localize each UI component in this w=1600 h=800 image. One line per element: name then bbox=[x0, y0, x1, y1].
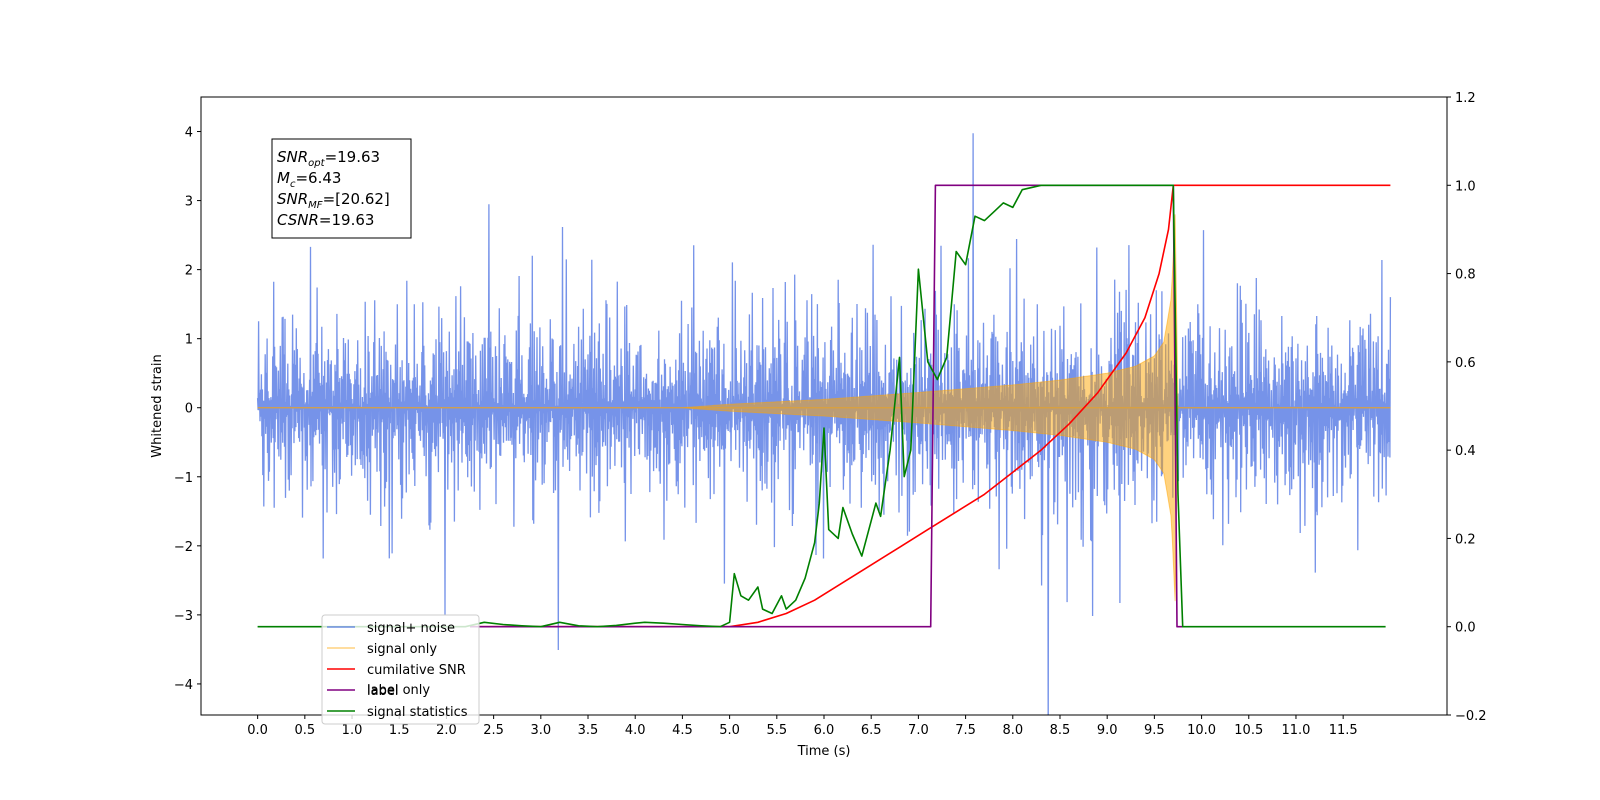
cumulative-snr-line bbox=[470, 184, 1391, 628]
x-tick-label: 3.0 bbox=[530, 723, 551, 738]
y-left-tick-label: −1 bbox=[174, 471, 193, 486]
x-tick-label: 11.5 bbox=[1329, 723, 1358, 738]
y-left-tick-label: 2 bbox=[185, 264, 193, 279]
annotation-line: SNRopt=19.63 bbox=[277, 148, 380, 169]
annotation-value: =19.63 bbox=[325, 148, 381, 166]
y-right-tick-label: 0.0 bbox=[1455, 621, 1476, 636]
annotation-symbol: CSNR bbox=[277, 211, 319, 229]
annotation-subscript: MF bbox=[308, 200, 323, 211]
annotation-subscript: c bbox=[290, 179, 296, 190]
y-left-tick-label: −2 bbox=[174, 540, 193, 555]
y-left-tick-label: 3 bbox=[185, 195, 193, 210]
legend-label: cumilative SNR bbox=[367, 663, 466, 678]
legend-frame bbox=[321, 614, 480, 725]
x-tick-label: 8.5 bbox=[1050, 723, 1071, 738]
y-right-tick-label: 0.6 bbox=[1455, 356, 1476, 371]
y-left-tick-label: −4 bbox=[174, 678, 193, 693]
legend-label: signal+ noise bbox=[367, 621, 455, 636]
y-right-tick-label: −0.2 bbox=[1455, 709, 1487, 724]
annotation-value: =19.63 bbox=[319, 211, 375, 229]
legend-ghost-text: label only bbox=[367, 683, 430, 698]
x-tick-label: 1.5 bbox=[389, 723, 410, 738]
annotation-subscript: opt bbox=[308, 158, 325, 169]
y-right-tick-label: 0.4 bbox=[1455, 444, 1476, 459]
x-tick-label: 0.0 bbox=[247, 723, 268, 738]
annotation-symbol: SNR bbox=[277, 148, 308, 166]
y-axis-right: −0.2 0.0 0.2 0.4 0.6 0.8 1.0 1.2 bbox=[1447, 91, 1487, 724]
y-left-tick-label: 1 bbox=[185, 333, 193, 348]
y-axis-label: Whitened strain bbox=[150, 354, 165, 457]
x-tick-label: 10.5 bbox=[1234, 723, 1263, 738]
y-right-tick-label: 1.0 bbox=[1455, 179, 1476, 194]
annotation-line: SNRMF=[20.62] bbox=[277, 190, 390, 211]
annotation-line: Mc=6.43 bbox=[277, 169, 341, 190]
annotation-value: =6.43 bbox=[295, 169, 341, 187]
x-tick-label: 10.0 bbox=[1187, 723, 1216, 738]
x-tick-label: 0.5 bbox=[294, 723, 315, 738]
y-left-tick-label: 4 bbox=[185, 126, 193, 141]
y-left-tick-label: −3 bbox=[174, 609, 193, 624]
x-tick-label: 2.5 bbox=[483, 723, 504, 738]
x-tick-label: 5.0 bbox=[719, 723, 740, 738]
legend-label: signal statistics bbox=[367, 705, 468, 720]
signal-statistics-line bbox=[257, 184, 1386, 628]
legend: label only signal+ noise signal only cumila… bbox=[321, 614, 480, 725]
x-tick-label: 3.5 bbox=[578, 723, 599, 738]
x-tick-label: 5.5 bbox=[766, 723, 787, 738]
annotation-symbol: M bbox=[277, 169, 290, 187]
annotation-symbol: SNR bbox=[277, 190, 308, 208]
legend-label: signal only bbox=[367, 642, 437, 657]
x-axis-label: Time (s) bbox=[797, 744, 851, 759]
y-right-tick-label: 0.2 bbox=[1455, 532, 1476, 547]
x-tick-label: 2.0 bbox=[436, 723, 457, 738]
annotation-frame bbox=[271, 138, 412, 239]
y-axis-left: −4 −3 −2 −1 0 1 2 3 4 bbox=[174, 126, 201, 693]
y-left-tick-label: 0 bbox=[185, 402, 193, 417]
x-tick-label: 1.0 bbox=[342, 723, 363, 738]
x-tick-label: 6.0 bbox=[814, 723, 835, 738]
x-tick-label: 4.5 bbox=[672, 723, 693, 738]
x-tick-label: 9.5 bbox=[1144, 723, 1165, 738]
series-layer bbox=[256, 133, 1392, 715]
y-right-tick-label: 0.8 bbox=[1455, 268, 1476, 283]
x-axis: 0.0 0.5 1.0 1.5 2.0 2.5 3.0 3.5 4.0 4.5 5.0 5.5 6.0 6… bbox=[247, 715, 1358, 738]
y-right-tick-label: 1.2 bbox=[1455, 91, 1476, 106]
annotation-value: =[20.62] bbox=[323, 190, 390, 208]
x-tick-label: 9.0 bbox=[1097, 723, 1118, 738]
legend-label: label bbox=[367, 684, 398, 699]
x-tick-label: 11.0 bbox=[1281, 723, 1310, 738]
x-tick-label: 8.0 bbox=[1002, 723, 1023, 738]
x-tick-label: 4.0 bbox=[625, 723, 646, 738]
x-tick-label: 7.5 bbox=[955, 723, 976, 738]
x-tick-label: 6.5 bbox=[861, 723, 882, 738]
snr-annotation-box: SNRopt=19.63Mc=6.43SNRMF=[20.62]CSNR=19.… bbox=[271, 138, 412, 239]
annotation-line: CSNR=19.63 bbox=[277, 211, 374, 229]
x-tick-label: 7.0 bbox=[908, 723, 929, 738]
